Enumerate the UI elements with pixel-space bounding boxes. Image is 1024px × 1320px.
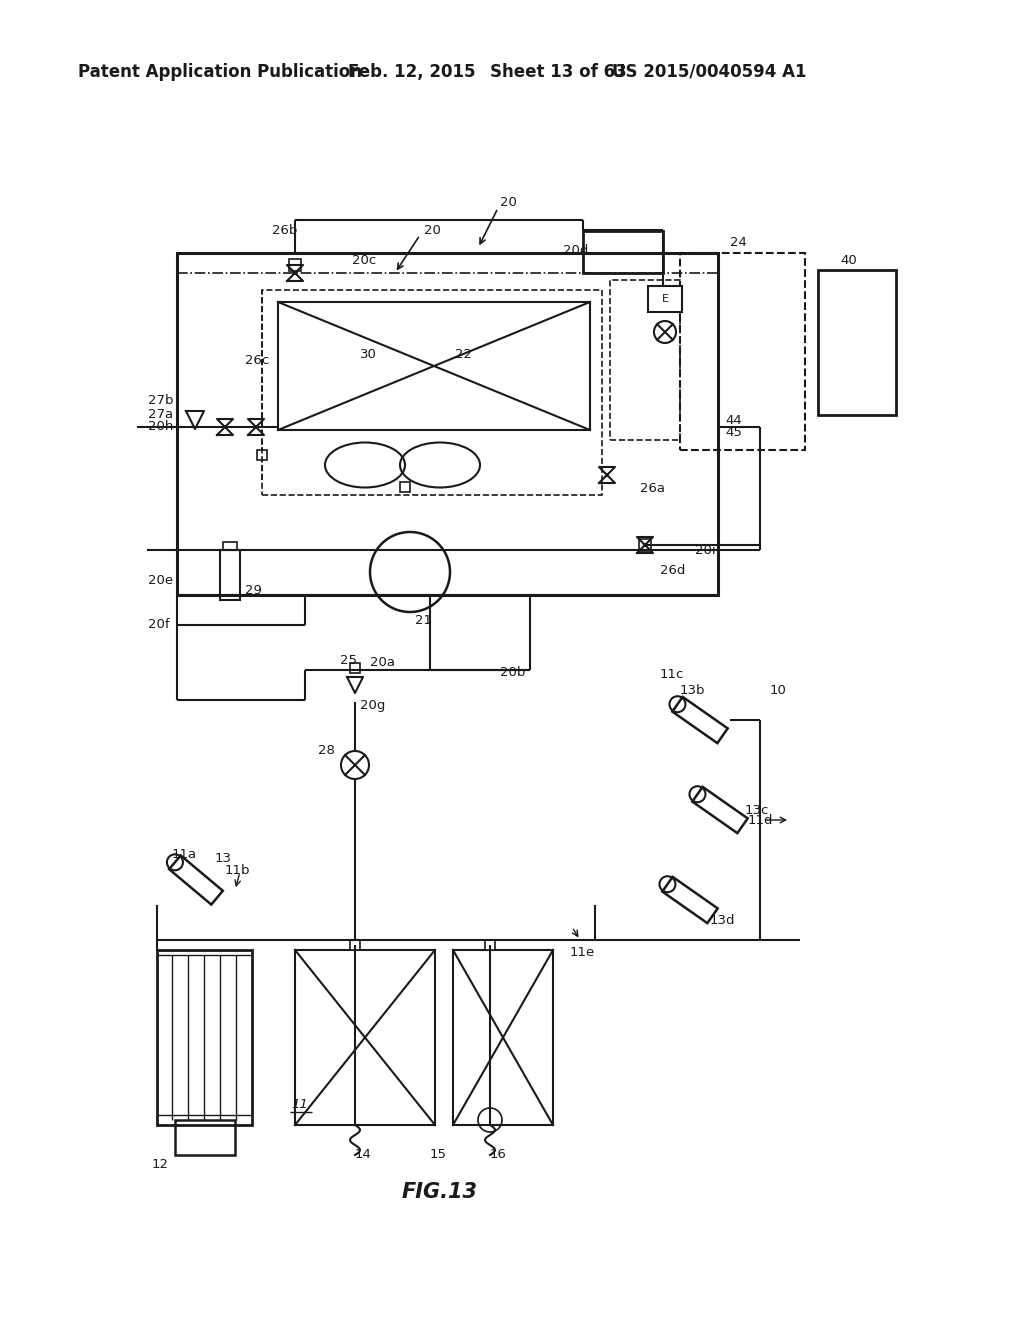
Bar xyxy=(692,787,748,833)
Text: 26d: 26d xyxy=(660,564,685,577)
Bar xyxy=(818,271,896,414)
Text: 29: 29 xyxy=(245,583,262,597)
Text: 13d: 13d xyxy=(710,913,735,927)
Text: 44: 44 xyxy=(725,413,741,426)
Text: 30: 30 xyxy=(360,348,377,362)
Text: 11c: 11c xyxy=(660,668,684,681)
Text: 26b: 26b xyxy=(272,223,297,236)
Text: 11b: 11b xyxy=(225,863,251,876)
Bar xyxy=(257,450,267,459)
Bar xyxy=(485,940,495,950)
Bar xyxy=(350,663,360,673)
Text: 20i: 20i xyxy=(695,544,716,557)
Text: 20h: 20h xyxy=(148,421,173,433)
Text: E: E xyxy=(662,294,669,304)
Text: 45: 45 xyxy=(725,425,741,438)
Text: 11: 11 xyxy=(292,1098,308,1111)
Bar xyxy=(175,1119,234,1155)
Bar xyxy=(673,697,728,743)
Bar xyxy=(278,302,590,430)
Text: 20d: 20d xyxy=(563,243,589,256)
Text: 22: 22 xyxy=(455,348,472,362)
Text: 26a: 26a xyxy=(640,482,665,495)
Text: 13: 13 xyxy=(215,851,232,865)
Bar xyxy=(648,286,682,312)
Text: 26c: 26c xyxy=(245,354,269,367)
Text: 27a: 27a xyxy=(148,408,173,421)
Text: 27b: 27b xyxy=(148,393,173,407)
Bar xyxy=(639,539,651,550)
Text: 20b: 20b xyxy=(500,665,525,678)
Text: 20e: 20e xyxy=(148,573,173,586)
Text: 20f: 20f xyxy=(148,619,170,631)
Bar xyxy=(453,950,553,1125)
Text: Patent Application Publication: Patent Application Publication xyxy=(78,63,362,81)
Text: 28: 28 xyxy=(318,743,335,756)
Bar xyxy=(177,253,718,595)
Text: 16: 16 xyxy=(490,1148,507,1162)
Bar xyxy=(289,259,301,271)
Bar xyxy=(223,543,237,550)
Bar xyxy=(400,482,410,492)
Text: Sheet 13 of 63: Sheet 13 of 63 xyxy=(490,63,627,81)
Bar xyxy=(350,940,360,950)
Text: 13b: 13b xyxy=(680,684,706,697)
Text: 20: 20 xyxy=(500,195,517,209)
Bar xyxy=(663,876,718,923)
Text: US 2015/0040594 A1: US 2015/0040594 A1 xyxy=(612,63,807,81)
Text: Feb. 12, 2015: Feb. 12, 2015 xyxy=(348,63,475,81)
Bar xyxy=(169,855,223,904)
Bar xyxy=(220,550,240,601)
Text: 10: 10 xyxy=(770,684,786,697)
Text: 14: 14 xyxy=(355,1148,372,1162)
Text: 20g: 20g xyxy=(360,698,385,711)
Text: 11a: 11a xyxy=(172,849,198,862)
Text: 13c: 13c xyxy=(745,804,769,817)
Text: 20c: 20c xyxy=(352,253,376,267)
Bar xyxy=(583,231,663,273)
Text: FIG.13: FIG.13 xyxy=(402,1181,478,1203)
Text: 40: 40 xyxy=(840,253,857,267)
Bar xyxy=(610,280,680,440)
Text: 20: 20 xyxy=(424,223,441,236)
Bar xyxy=(680,253,805,450)
Text: 25: 25 xyxy=(340,653,357,667)
Bar xyxy=(157,950,252,1125)
Text: 24: 24 xyxy=(730,235,746,248)
Text: 21: 21 xyxy=(415,614,432,627)
Text: 12: 12 xyxy=(152,1159,169,1172)
Bar xyxy=(262,290,602,495)
Text: 15: 15 xyxy=(430,1148,447,1162)
Bar xyxy=(295,950,435,1125)
Text: 11e: 11e xyxy=(570,945,595,958)
Text: 11d: 11d xyxy=(748,813,773,826)
Text: 20a: 20a xyxy=(370,656,395,668)
